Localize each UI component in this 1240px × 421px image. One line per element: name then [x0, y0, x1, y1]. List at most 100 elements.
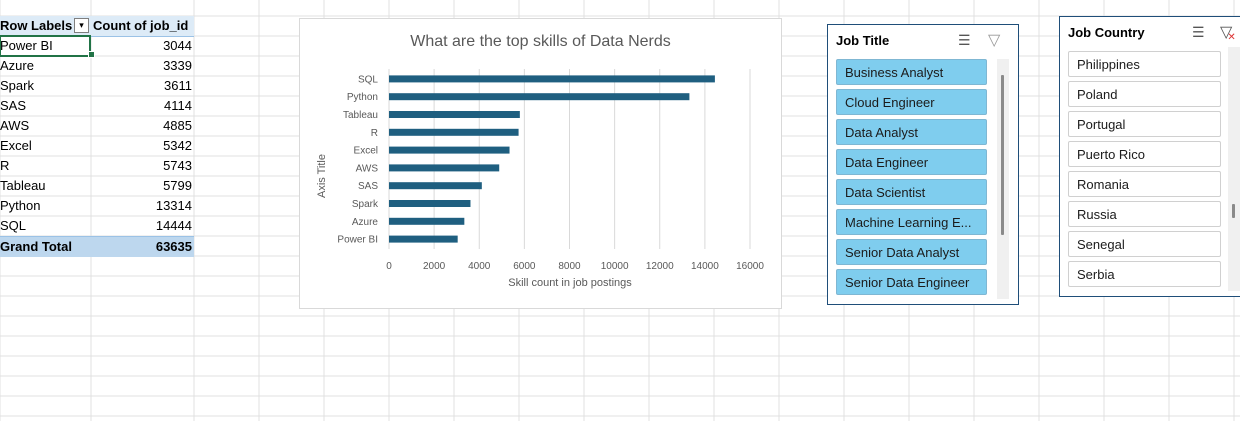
pivot-row[interactable]: Excel 5342: [0, 136, 194, 156]
pivot-row-label[interactable]: SAS: [0, 98, 27, 113]
chart-x-tick-label: 0: [386, 261, 392, 272]
pivot-row-value[interactable]: 5342: [163, 138, 192, 153]
fill-handle[interactable]: [88, 51, 95, 58]
chart-category-label: Tableau: [343, 110, 378, 121]
pivot-row-value[interactable]: 3044: [163, 38, 192, 53]
multi-select-icon[interactable]: ☰: [958, 32, 971, 48]
chart-category-label: Excel: [354, 146, 378, 157]
chart-plot-area[interactable]: 0 2000 4000 6000 8000 10000 12000 14000 16000 SQL…: [300, 19, 781, 308]
pivot-row-label[interactable]: Excel: [0, 138, 32, 153]
pivot-row-label[interactable]: Python: [0, 198, 41, 213]
pivot-header-count[interactable]: Count of job_id: [93, 18, 189, 33]
job-title-slicer-title: Job Title: [836, 33, 890, 48]
chart-category-label: SQL: [358, 74, 378, 85]
chart-bar[interactable]: [389, 182, 482, 190]
pivot-row-value[interactable]: 3339: [163, 58, 192, 73]
job-country-slicer-title: Job Country: [1068, 25, 1145, 40]
pivot-total-label: Grand Total: [0, 239, 72, 254]
chart-x-tick-label: 10000: [601, 261, 629, 272]
job-country-option[interactable]: Romania: [1068, 171, 1221, 197]
pivot-row-label[interactable]: Tableau: [0, 178, 46, 193]
job-country-option[interactable]: Serbia: [1068, 261, 1221, 287]
pivot-header-row-labels[interactable]: Row Labels: [0, 18, 73, 33]
job-country-scrollbar[interactable]: [1228, 47, 1240, 291]
clear-filter-icon[interactable]: ▽✕: [1220, 24, 1236, 43]
job-country-option[interactable]: Portugal: [1068, 111, 1221, 137]
pivot-row[interactable]: Python 13314: [0, 196, 194, 216]
chart-title: What are the top skills of Data Nerds: [410, 33, 671, 50]
job-country-scroll-thumb[interactable]: [1232, 204, 1235, 218]
chart-bar[interactable]: [389, 75, 715, 83]
chart-y-axis-title: Axis Title: [316, 154, 328, 199]
chart-category-label: Power BI: [337, 235, 378, 246]
pivot-row-label[interactable]: Spark: [0, 78, 34, 93]
chart-category-label: AWS: [356, 163, 379, 174]
pivot-row-label[interactable]: SQL: [0, 218, 27, 233]
chart-x-axis-title: Skill count in job postings: [508, 277, 632, 289]
job-country-option[interactable]: Poland: [1068, 81, 1221, 107]
pivot-row-label[interactable]: Azure: [0, 58, 34, 73]
chart-x-tick-label: 6000: [513, 261, 536, 272]
pivot-row[interactable]: SAS 4114: [0, 96, 194, 116]
chart-x-tick-label: 4000: [468, 261, 491, 272]
pivot-row[interactable]: Spark 3611: [0, 76, 194, 96]
job-title-option[interactable]: Data Engineer: [836, 149, 987, 175]
chart-bar[interactable]: [389, 200, 471, 207]
pivot-row-label[interactable]: R: [0, 158, 10, 173]
chart-category-label: Spark: [352, 199, 379, 210]
filter-dropdown-icon[interactable]: ▾: [74, 18, 89, 33]
job-country-option[interactable]: Russia: [1068, 201, 1221, 227]
chart-x-tick-label: 8000: [558, 261, 581, 272]
pivot-row-value[interactable]: 13314: [155, 198, 192, 213]
chart-bar[interactable]: [389, 164, 500, 172]
job-country-slicer[interactable]: Job Country ☰ ▽✕ Philippines Poland Portug…: [1059, 16, 1240, 297]
pivot-row-value[interactable]: 4114: [164, 98, 192, 113]
pivot-row-label[interactable]: Power BI: [0, 35, 91, 57]
chart-x-tick-label: 12000: [646, 261, 674, 272]
chart-bar[interactable]: [389, 217, 465, 225]
job-title-option[interactable]: Data Scientist: [836, 179, 987, 205]
job-country-option[interactable]: Senegal: [1068, 231, 1221, 257]
pivot-row-value[interactable]: 4885: [163, 118, 192, 133]
chart-bar[interactable]: [389, 146, 510, 154]
job-title-option[interactable]: Senior Data Engineer: [836, 269, 987, 295]
job-title-option[interactable]: Cloud Engineer: [836, 89, 987, 115]
clear-filter-icon[interactable]: ▽: [988, 32, 1001, 49]
chart-x-tick-label: 14000: [691, 261, 719, 272]
pivot-row-value[interactable]: 14444: [155, 218, 192, 233]
bar-chart[interactable]: What are the top skills of Data Nerds 0 2…: [299, 18, 782, 309]
pivot-total-value: 63635: [155, 239, 192, 254]
pivot-row-value[interactable]: 5799: [163, 178, 192, 193]
chart-bar[interactable]: [389, 93, 690, 101]
job-title-scroll-thumb[interactable]: [1001, 75, 1004, 235]
pivot-row[interactable]: Power BI 3044: [0, 35, 194, 58]
multi-select-icon[interactable]: ☰: [1192, 24, 1205, 40]
job-title-option[interactable]: Data Analyst: [836, 119, 987, 145]
pivot-row-label[interactable]: AWS: [0, 118, 30, 133]
pivot-row[interactable]: AWS 4885: [0, 116, 194, 136]
chart-bar[interactable]: [389, 128, 519, 136]
job-title-option[interactable]: Senior Data Analyst: [836, 239, 987, 265]
job-country-option[interactable]: Puerto Rico: [1068, 141, 1221, 167]
job-country-option[interactable]: Philippines: [1068, 51, 1221, 77]
job-title-option[interactable]: Machine Learning E...: [836, 209, 987, 235]
chart-category-label: Python: [347, 92, 378, 103]
chart-x-tick-label: 16000: [736, 261, 764, 272]
job-title-slicer[interactable]: Job Title ☰ ▽ Business Analyst Cloud Engi…: [827, 24, 1019, 305]
chart-category-label: SAS: [358, 181, 378, 192]
chart-bar[interactable]: [389, 235, 458, 243]
job-title-scrollbar[interactable]: [997, 59, 1009, 299]
pivot-row[interactable]: R 5743: [0, 156, 194, 176]
pivot-row-value[interactable]: 5743: [163, 158, 192, 173]
chart-category-label: R: [371, 128, 378, 139]
pivot-header-row: Row Labels ▾ Count of job_id: [0, 16, 194, 37]
job-title-option[interactable]: Business Analyst: [836, 59, 987, 85]
pivot-row[interactable]: Azure 3339: [0, 56, 194, 76]
chart-bar[interactable]: [389, 111, 520, 118]
chart-category-label: Azure: [352, 217, 379, 228]
chart-x-tick-label: 2000: [423, 261, 446, 272]
pivot-row[interactable]: Tableau 5799: [0, 176, 194, 196]
pivot-grand-total-row[interactable]: Grand Total 63635: [0, 236, 194, 257]
pivot-row-value[interactable]: 3611: [164, 78, 192, 93]
pivot-row[interactable]: SQL 14444: [0, 216, 194, 236]
